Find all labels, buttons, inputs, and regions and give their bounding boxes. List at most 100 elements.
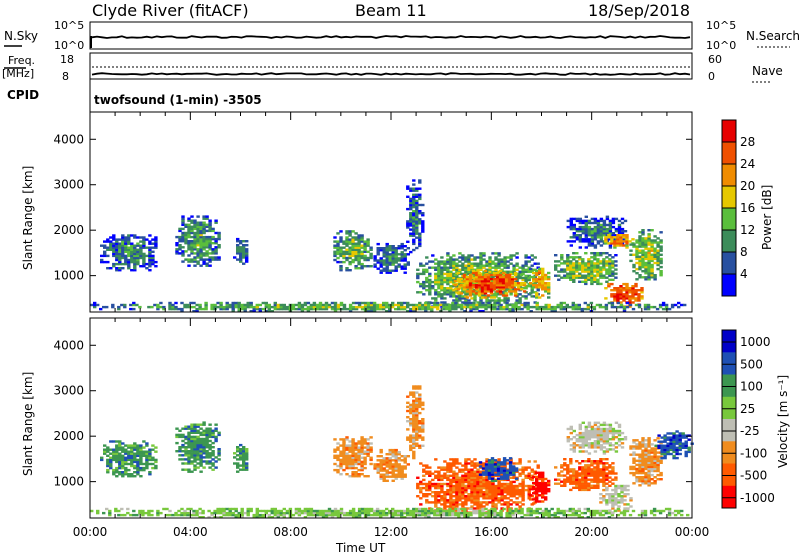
scatter-cell — [455, 299, 459, 302]
scatter-cell — [434, 278, 438, 282]
scatter-cell — [345, 456, 349, 459]
scatter-cell — [437, 285, 441, 288]
scatter-cell — [187, 468, 191, 471]
scatter-cell — [461, 256, 465, 259]
scatter-cell — [578, 433, 582, 437]
scatter-cell — [428, 282, 432, 286]
scatter-cell — [584, 282, 588, 286]
scatter-cell — [415, 413, 419, 417]
scatter-cell — [415, 397, 419, 400]
scatter-cell — [610, 238, 614, 241]
scatter-cell — [566, 470, 570, 473]
scatter-cell — [205, 454, 209, 457]
scatter-cell — [659, 231, 663, 234]
scatter-cell — [242, 254, 246, 257]
scatter-cell — [400, 473, 404, 476]
scatter-cell — [465, 284, 470, 287]
scatter-cell — [434, 497, 438, 500]
scatter-cell — [348, 262, 352, 266]
scatter-cell — [333, 448, 337, 451]
scatter-cell — [130, 444, 134, 447]
scatter-cell — [578, 219, 582, 223]
scatter-cell — [452, 264, 456, 267]
scatter-cell — [190, 439, 194, 443]
scatter-cell — [357, 240, 361, 243]
scatter-cell — [584, 478, 588, 481]
scatter-cell — [575, 227, 579, 231]
scatter-cell — [598, 305, 603, 309]
scatter-cell — [500, 499, 504, 502]
scatter-cell — [578, 438, 582, 441]
scatter-cell — [339, 238, 343, 241]
scatter-cell — [437, 270, 441, 273]
scatter-cell — [103, 252, 107, 256]
scatter-cell — [488, 268, 492, 271]
scatter-cell — [500, 478, 504, 482]
scatter-cell — [492, 282, 497, 285]
scatter-cell — [245, 258, 249, 261]
scatter-cell — [587, 423, 592, 427]
scatter-cell — [584, 466, 588, 469]
scatter-cell — [446, 505, 450, 508]
scatter-cell — [115, 448, 119, 451]
scatter-cell — [613, 244, 617, 247]
scatter-cell — [345, 252, 349, 256]
scatter-cell — [506, 493, 510, 496]
scatter-cell — [554, 478, 558, 481]
scatter-cell — [388, 263, 392, 266]
scatter-cell — [421, 212, 425, 215]
scatter-cell — [189, 305, 193, 309]
scatter-cell — [419, 285, 423, 288]
scatter-cell — [391, 473, 395, 476]
scatter-cell — [641, 257, 645, 261]
scatter-cell — [434, 299, 438, 302]
scatter-cell — [480, 296, 485, 299]
scatter-cell — [339, 230, 343, 233]
scatter-cell — [605, 466, 609, 469]
scatter-cell — [474, 286, 479, 289]
scatter-cell — [635, 261, 639, 265]
scatter-cell — [496, 469, 501, 472]
scatter-cell — [391, 247, 395, 250]
scatter-cell — [136, 258, 140, 262]
scatter-cell — [578, 234, 582, 237]
scatter-cell — [205, 435, 209, 439]
scatter-cell — [599, 436, 604, 439]
scatter-cell — [452, 458, 456, 461]
scatter-cell — [127, 458, 131, 462]
scatter-cell — [196, 223, 200, 226]
scatter-cell — [596, 425, 601, 429]
scatter-cell — [643, 305, 648, 309]
scatter-cell — [608, 225, 613, 229]
scatter-cell — [127, 260, 131, 264]
scatter-cell — [297, 303, 302, 307]
scatter-cell — [535, 477, 539, 481]
scatter-cell — [521, 503, 525, 506]
scatter-cell — [245, 256, 249, 259]
scatter-cell — [354, 442, 358, 445]
scatter-cell — [544, 284, 548, 287]
scatter-cell — [481, 301, 485, 305]
scatter-cell — [506, 297, 510, 300]
scatter-cell — [148, 265, 152, 268]
scatter-cell — [354, 444, 358, 447]
scatter-cell — [415, 403, 419, 407]
scatter-cell — [440, 256, 444, 259]
scatter-cell — [366, 265, 370, 268]
scatter-cell — [467, 482, 471, 486]
scatter-cell — [489, 284, 494, 287]
scatter-cell — [415, 424, 419, 427]
scatter-cell — [593, 429, 598, 433]
scatter-cell — [619, 285, 623, 288]
scatter-cell — [599, 444, 604, 447]
scatter-cell — [566, 268, 570, 271]
scatter-cell — [145, 454, 149, 457]
scatter-cell — [495, 284, 500, 287]
scatter-cell — [354, 305, 359, 309]
scatter-cell — [239, 252, 243, 255]
scatter-cell — [443, 297, 447, 300]
scatter-cell — [239, 246, 243, 249]
scatter-cell — [616, 242, 620, 245]
scatter-cell — [584, 464, 588, 467]
scatter-cell — [412, 242, 416, 246]
